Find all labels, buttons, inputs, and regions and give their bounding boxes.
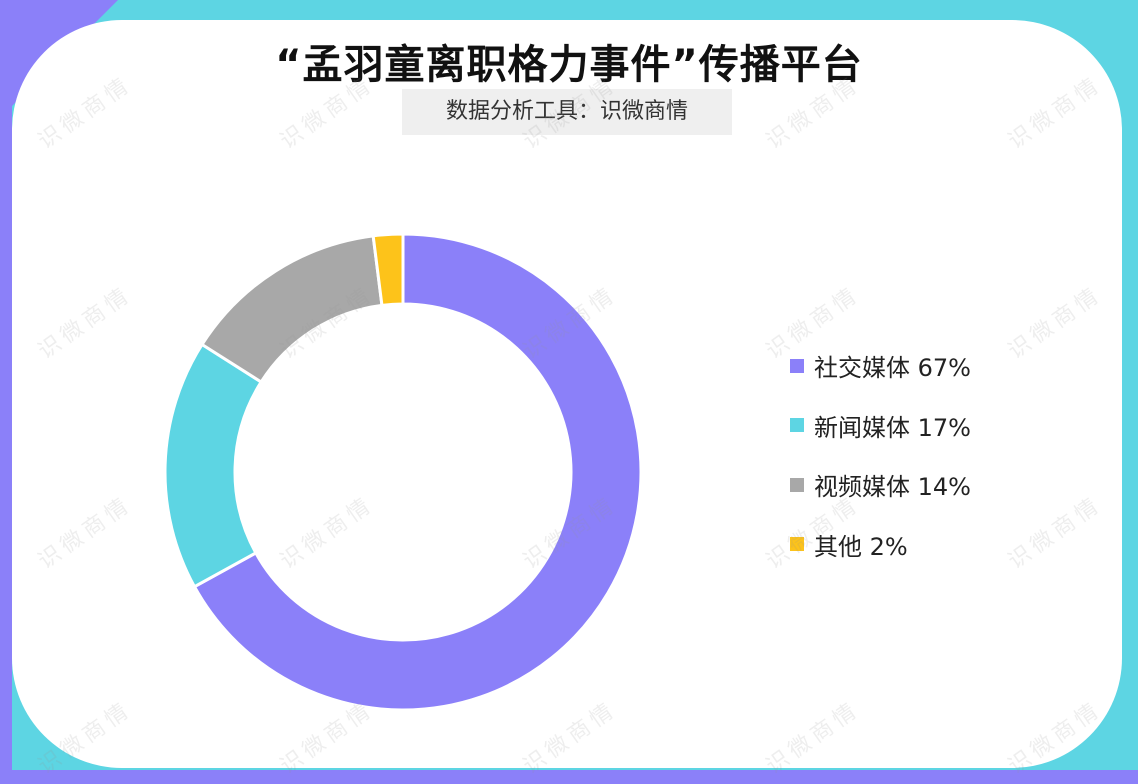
legend-label: 其他 2% xyxy=(814,532,908,561)
legend-item-1: 新闻媒体 17% xyxy=(790,396,971,456)
legend-label: 新闻媒体 17% xyxy=(814,413,971,442)
legend-label: 视频媒体 14% xyxy=(814,473,971,502)
chart-legend: 社交媒体 67% 新闻媒体 17% 视频媒体 14% 其他 2% xyxy=(790,336,971,574)
legend-item-0: 社交媒体 67% xyxy=(790,336,971,396)
donut-slice-1 xyxy=(163,342,264,589)
legend-label: 社交媒体 67% xyxy=(814,354,971,383)
legend-swatch xyxy=(790,418,804,433)
donut-slice-3 xyxy=(371,232,405,308)
donut-slice-2 xyxy=(199,234,384,385)
legend-swatch xyxy=(790,537,804,552)
left-edge-band xyxy=(0,0,12,784)
bottom-band xyxy=(0,770,1138,784)
legend-swatch xyxy=(790,477,804,492)
donut-slice-0 xyxy=(192,232,643,712)
chart-title: “孟羽童离职格力事件”传播平台 xyxy=(275,42,863,88)
legend-swatch xyxy=(790,358,804,373)
chart-subtitle: 数据分析工具：识微商情 xyxy=(402,89,732,135)
legend-item-3: 其他 2% xyxy=(790,515,971,575)
legend-item-2: 视频媒体 14% xyxy=(790,455,971,515)
